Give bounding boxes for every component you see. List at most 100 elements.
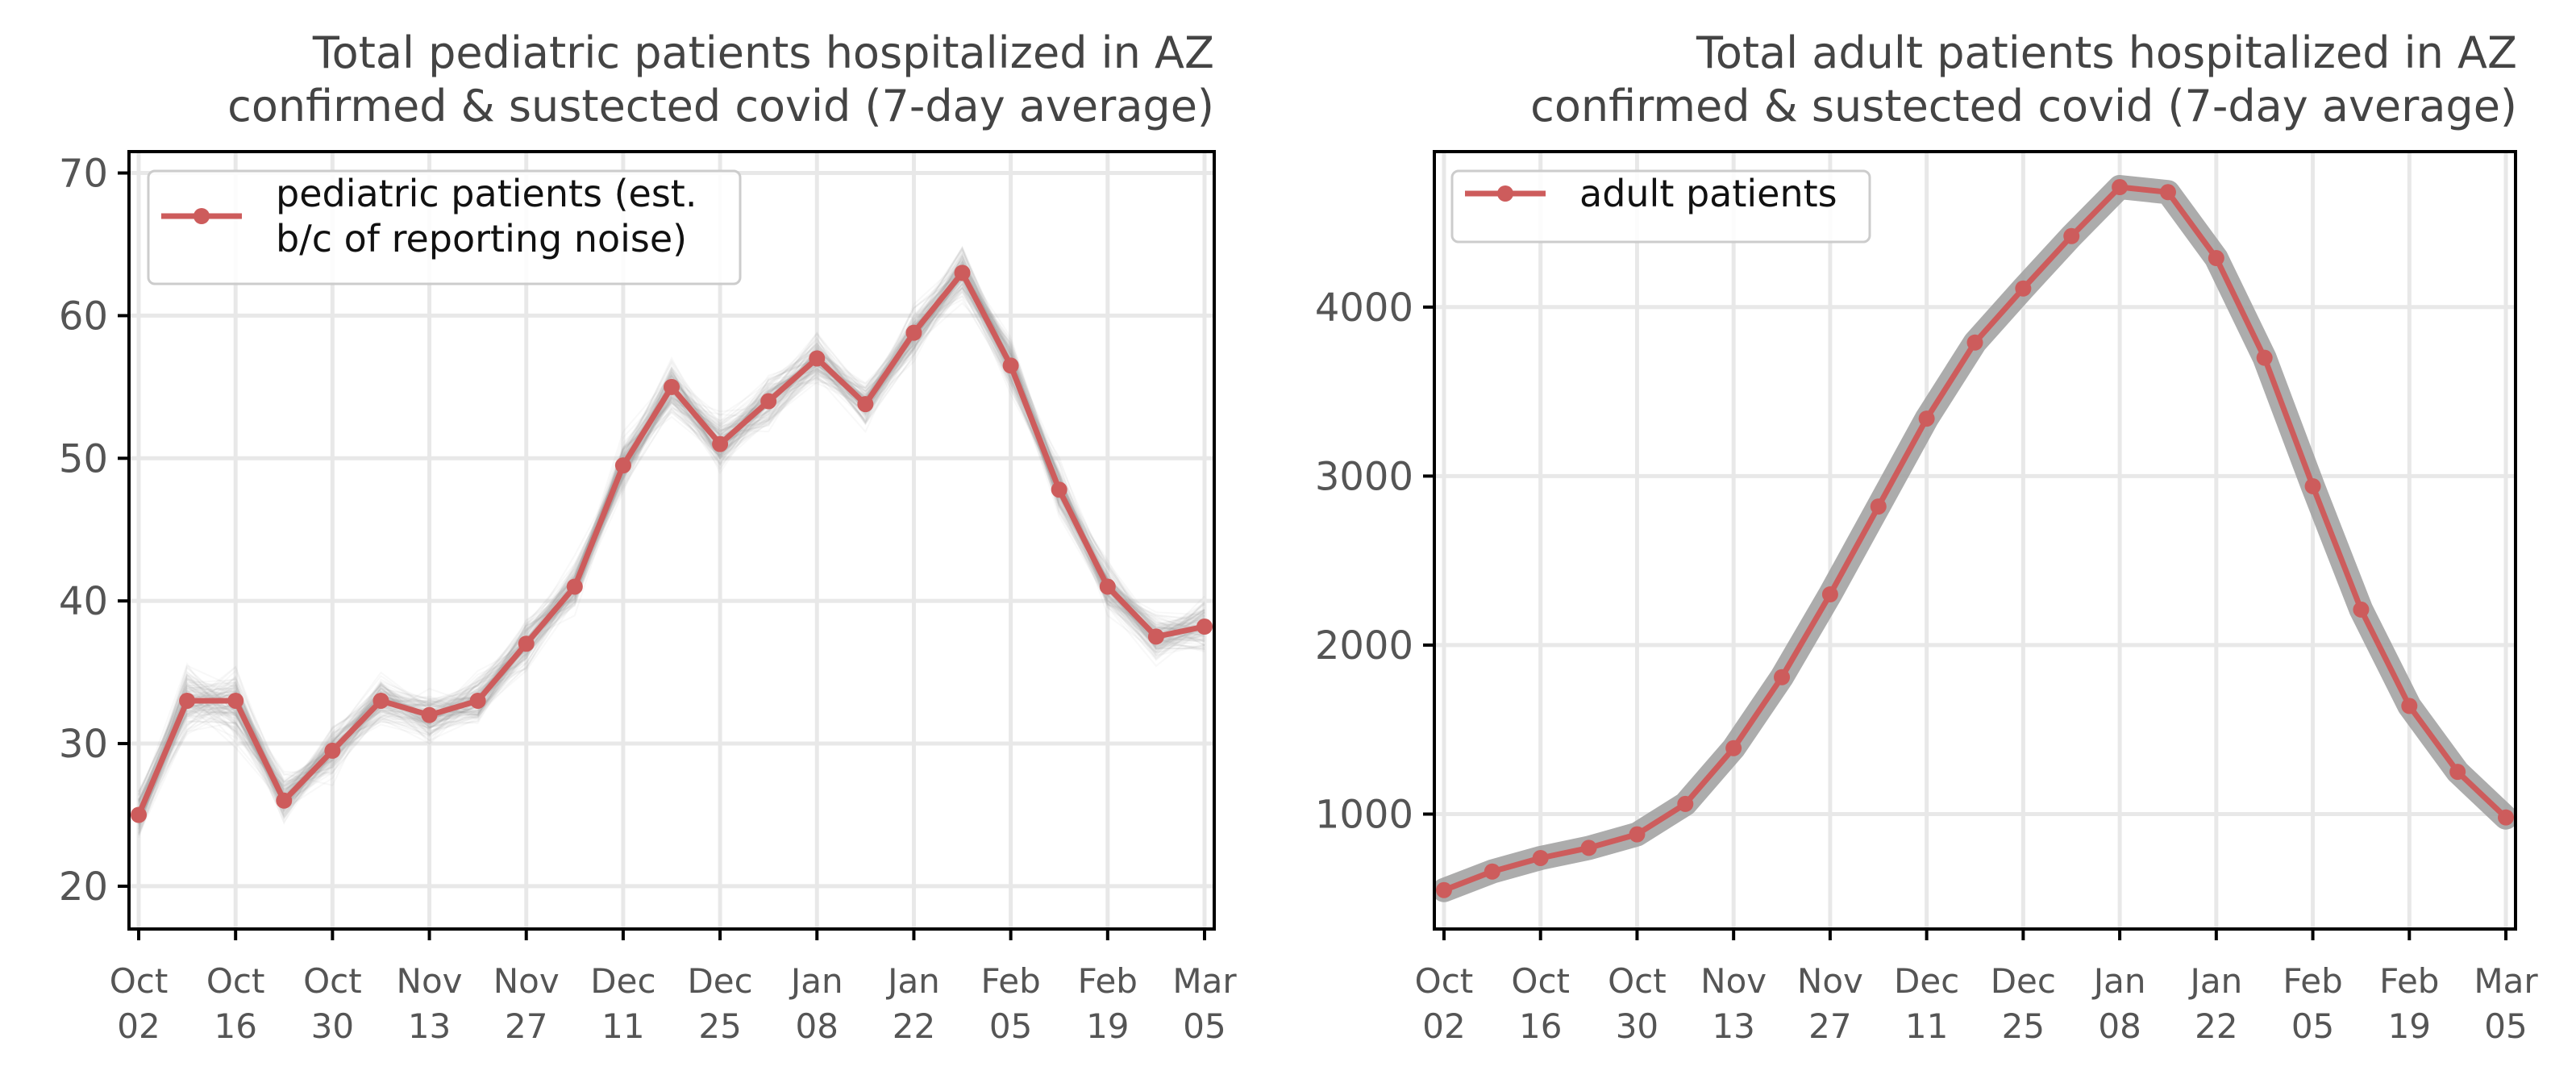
series-point bbox=[1629, 826, 1646, 843]
x-tick-label-month: Jan bbox=[789, 961, 843, 1001]
series-point bbox=[857, 396, 874, 413]
y-tick-label: 3000 bbox=[1315, 454, 1413, 499]
noise-trace bbox=[138, 263, 1205, 814]
noise-trace bbox=[138, 265, 1205, 813]
legend: adult patients bbox=[1450, 169, 1871, 244]
noise-trace bbox=[138, 252, 1205, 802]
legend-label: adult patients bbox=[1579, 172, 1837, 215]
series-point bbox=[1821, 586, 1838, 603]
noise-trace bbox=[138, 295, 1205, 822]
x-tick-label-day: 08 bbox=[2098, 1006, 2141, 1046]
noise-trace bbox=[138, 261, 1205, 809]
series-point bbox=[1484, 863, 1500, 880]
chart-title-line: Total pediatric patients hospitalized in… bbox=[312, 27, 1214, 78]
y-tick-label: 40 bbox=[59, 579, 108, 624]
x-tick-label-month: Oct bbox=[1415, 961, 1474, 1001]
series-point bbox=[2449, 764, 2466, 781]
series-point bbox=[905, 324, 922, 341]
series-point bbox=[2498, 809, 2515, 826]
chart-title-line: confirmed & sustected covid (7-day avera… bbox=[227, 81, 1214, 131]
x-tick-label-month: Jan bbox=[885, 961, 940, 1001]
x-tick-label-day: 19 bbox=[2388, 1006, 2431, 1046]
legend-box bbox=[1450, 169, 1871, 244]
x-tick-label-day: 11 bbox=[601, 1006, 644, 1046]
noise-trace bbox=[138, 262, 1205, 817]
noise-trace bbox=[138, 255, 1205, 823]
series-point bbox=[1966, 334, 1983, 351]
legend-label: b/c of reporting noise) bbox=[276, 217, 687, 260]
noise-trace bbox=[138, 248, 1205, 819]
series-point bbox=[566, 578, 583, 595]
x-tick-label-day: 27 bbox=[1808, 1006, 1851, 1046]
x-tick-label-month: Nov bbox=[1797, 961, 1863, 1001]
x-tick-label-day: 30 bbox=[1616, 1006, 1658, 1046]
noise-trace bbox=[138, 260, 1205, 830]
noise-trace bbox=[138, 272, 1205, 813]
noise-trace bbox=[138, 273, 1205, 827]
series-point bbox=[1196, 619, 1213, 635]
noise-trace bbox=[138, 245, 1205, 813]
noise-trace bbox=[138, 275, 1205, 817]
x-tick-label-month: Dec bbox=[590, 961, 655, 1001]
noise-trace bbox=[138, 255, 1205, 821]
noise-trace bbox=[138, 265, 1205, 816]
noise-trace bbox=[138, 274, 1205, 808]
x-tick-label-month: Feb bbox=[2379, 961, 2439, 1001]
noise-trace bbox=[138, 272, 1205, 806]
noise-trace bbox=[138, 269, 1205, 810]
x-tick-label-day: 16 bbox=[214, 1006, 256, 1046]
noise-trace bbox=[138, 264, 1205, 815]
noise-trace bbox=[138, 263, 1205, 812]
noise-trace bbox=[138, 256, 1205, 812]
chart-panel-1: Total pediatric patients hospitalized in… bbox=[59, 27, 1237, 1046]
noise-trace bbox=[138, 252, 1205, 802]
series-point bbox=[1532, 849, 1549, 866]
series-point bbox=[324, 742, 341, 759]
noise-trace bbox=[138, 269, 1205, 826]
y-tick-label: 2000 bbox=[1315, 623, 1413, 669]
series-point bbox=[2401, 698, 2418, 714]
legend-box bbox=[147, 169, 742, 285]
legend-label: pediatric patients (est. bbox=[276, 172, 697, 215]
axes-frame bbox=[1433, 150, 2517, 931]
x-tick-label-month: Nov bbox=[1700, 961, 1767, 1001]
noise-trace bbox=[138, 272, 1205, 801]
x-tick-label-month: Nov bbox=[493, 961, 560, 1001]
noise-trace bbox=[138, 271, 1205, 814]
chart-panel-2: Total adult patients hospitalized in AZc… bbox=[1315, 27, 2539, 1046]
x-tick-label-day: 25 bbox=[2002, 1006, 2045, 1046]
noise-trace bbox=[138, 261, 1205, 817]
legend-swatch-marker bbox=[1497, 185, 1513, 202]
plot-area bbox=[131, 245, 1213, 839]
series-point bbox=[1099, 578, 1116, 595]
series-point bbox=[1580, 839, 1597, 856]
y-tick-label: 70 bbox=[59, 152, 108, 197]
x-tick-label-day: 05 bbox=[2484, 1006, 2527, 1046]
legend-swatch-marker bbox=[194, 208, 210, 224]
x-tick-label-month: Oct bbox=[110, 961, 169, 1001]
noise-trace bbox=[138, 273, 1205, 812]
series-point bbox=[954, 265, 971, 281]
x-tick-label-month: Dec bbox=[1991, 961, 2056, 1001]
series-point bbox=[2256, 349, 2273, 366]
x-tick-label-day: 02 bbox=[117, 1006, 160, 1046]
y-tick-label: 60 bbox=[59, 294, 108, 339]
x-tick-label-month: Nov bbox=[397, 961, 463, 1001]
series-point bbox=[469, 692, 486, 709]
noise-trace bbox=[138, 270, 1205, 810]
noise-trace bbox=[138, 260, 1205, 806]
x-tick-label-day: 05 bbox=[1183, 1006, 1226, 1046]
noise-trace bbox=[138, 277, 1205, 810]
noise-trace bbox=[138, 274, 1205, 814]
noise-trace bbox=[138, 260, 1205, 814]
y-tick-label: 30 bbox=[59, 722, 108, 767]
series-point bbox=[1918, 410, 1935, 427]
noise-trace bbox=[138, 277, 1205, 814]
noise-trace bbox=[138, 264, 1205, 810]
x-tick-label-day: 02 bbox=[1422, 1006, 1465, 1046]
series-point bbox=[2063, 227, 2080, 244]
x-tick-label-day: 11 bbox=[1905, 1006, 1948, 1046]
noise-trace bbox=[138, 274, 1205, 810]
noise-trace bbox=[138, 273, 1205, 807]
x-tick-label-day: 13 bbox=[1712, 1006, 1754, 1046]
